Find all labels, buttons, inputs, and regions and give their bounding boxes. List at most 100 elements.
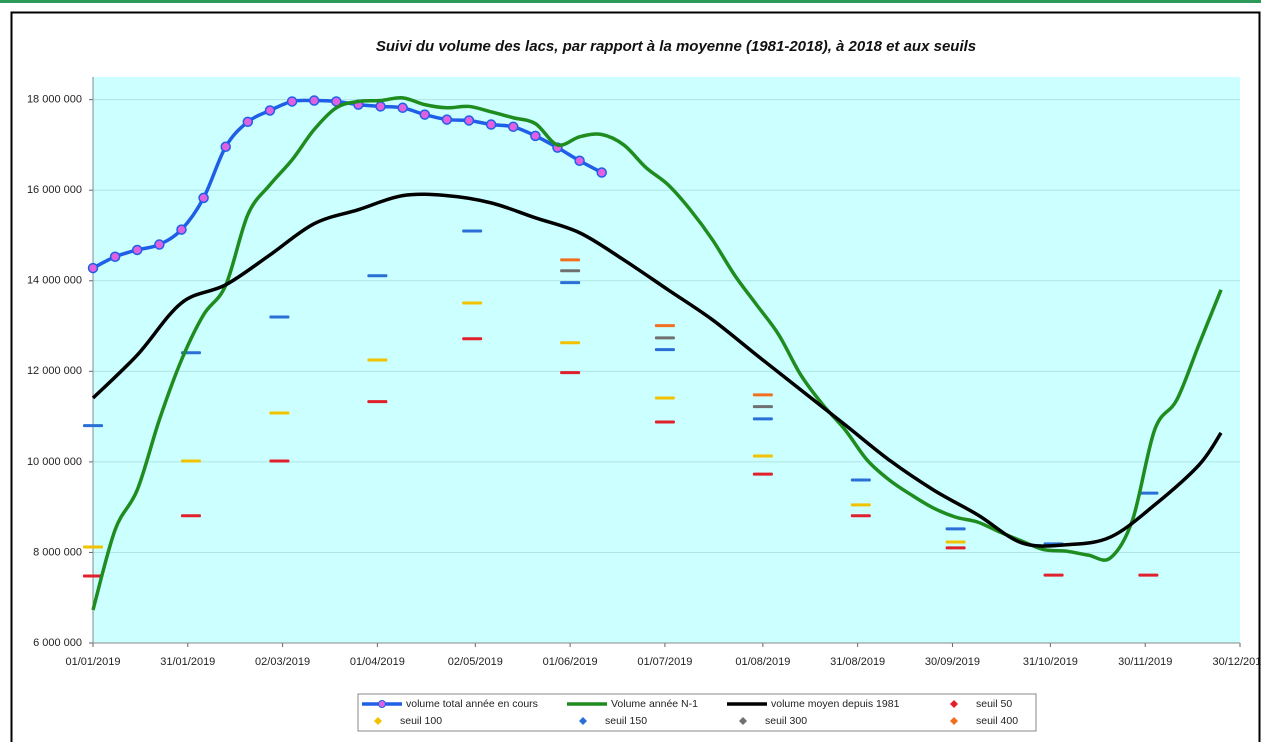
x-tick-label: 30/11/2019 bbox=[1118, 656, 1172, 668]
threshold-marker bbox=[560, 281, 581, 285]
threshold-marker bbox=[367, 274, 388, 278]
threshold-marker bbox=[367, 358, 388, 362]
x-tick-label: 02/05/2019 bbox=[448, 656, 503, 668]
threshold-marker bbox=[269, 315, 290, 319]
top-border bbox=[0, 0, 1261, 3]
threshold-marker bbox=[1138, 573, 1159, 577]
point bbox=[596, 167, 607, 178]
point bbox=[308, 95, 320, 106]
threshold-marker bbox=[269, 411, 290, 415]
legend bbox=[357, 693, 1037, 732]
threshold-marker bbox=[83, 545, 103, 549]
threshold-marker bbox=[654, 348, 675, 352]
threshold-marker bbox=[83, 574, 103, 578]
legend-label: seuil 400 bbox=[976, 715, 1018, 727]
threshold-marker bbox=[850, 503, 871, 507]
point bbox=[154, 239, 165, 250]
legend-marker bbox=[950, 717, 958, 725]
threshold-marker bbox=[752, 454, 773, 458]
threshold-marker bbox=[180, 459, 201, 463]
x-tick-label: 31/10/2019 bbox=[1023, 656, 1078, 668]
threshold-marker bbox=[560, 371, 581, 375]
point bbox=[220, 141, 231, 152]
point bbox=[242, 116, 254, 128]
threshold-marker bbox=[850, 478, 871, 482]
legend-label: seuil 300 bbox=[765, 715, 807, 727]
point bbox=[286, 96, 298, 107]
threshold-marker bbox=[654, 396, 675, 400]
threshold-marker bbox=[654, 420, 675, 424]
point bbox=[87, 262, 99, 274]
point bbox=[574, 155, 585, 167]
point bbox=[131, 244, 143, 256]
threshold-marker bbox=[945, 540, 966, 544]
threshold-marker bbox=[850, 514, 871, 518]
threshold-marker bbox=[462, 301, 483, 305]
threshold-marker bbox=[1043, 573, 1064, 577]
point bbox=[109, 251, 121, 263]
threshold-marker bbox=[752, 417, 773, 421]
legend-label: Volume année N-1 bbox=[611, 698, 698, 710]
x-tick-label: 01/08/2019 bbox=[735, 656, 790, 668]
threshold-marker bbox=[560, 258, 581, 262]
point bbox=[397, 102, 408, 114]
threshold-marker bbox=[752, 472, 773, 476]
threshold-marker bbox=[945, 527, 966, 531]
y-tick-label: 18 000 000 bbox=[27, 94, 82, 106]
point bbox=[176, 224, 187, 235]
threshold-marker bbox=[654, 336, 675, 340]
legend-label: volume total année en cours bbox=[406, 698, 538, 710]
y-tick-label: 10 000 000 bbox=[27, 456, 82, 468]
point bbox=[463, 115, 475, 126]
chart-title: Suivi du volume des lacs, par rapport à … bbox=[376, 38, 976, 55]
point bbox=[485, 119, 497, 130]
legend-label: seuil 50 bbox=[976, 698, 1012, 710]
x-tick-label: 01/01/2019 bbox=[65, 656, 120, 668]
point bbox=[530, 130, 541, 142]
y-tick-label: 8 000 000 bbox=[33, 546, 82, 558]
threshold-marker bbox=[83, 424, 103, 428]
threshold-marker bbox=[654, 324, 675, 328]
point bbox=[508, 121, 519, 133]
series-line bbox=[91, 192, 1223, 548]
threshold-marker bbox=[462, 229, 483, 233]
chart-frame bbox=[10, 11, 1261, 742]
x-tick-label: 02/03/2019 bbox=[255, 656, 310, 668]
threshold-marker bbox=[269, 459, 290, 463]
point bbox=[198, 192, 209, 204]
x-tick-label: 01/06/2019 bbox=[543, 656, 598, 668]
threshold-marker bbox=[180, 514, 201, 518]
x-tick-label: 31/08/2019 bbox=[830, 656, 885, 668]
legend-dot bbox=[378, 700, 386, 708]
point bbox=[419, 109, 431, 120]
y-tick-label: 12 000 000 bbox=[27, 365, 82, 377]
legend-label: seuil 100 bbox=[400, 715, 442, 727]
threshold-marker bbox=[1138, 491, 1159, 495]
legend-marker bbox=[950, 700, 958, 708]
plot-area bbox=[93, 77, 1240, 643]
y-tick-label: 6 000 000 bbox=[33, 637, 82, 649]
x-tick-label: 01/04/2019 bbox=[350, 656, 405, 668]
legend-marker bbox=[739, 717, 747, 725]
threshold-marker bbox=[752, 405, 773, 409]
point bbox=[264, 105, 276, 116]
x-tick-label: 30/09/2019 bbox=[925, 656, 980, 668]
legend-label: seuil 150 bbox=[605, 715, 647, 727]
y-tick-label: 14 000 000 bbox=[27, 275, 82, 287]
point bbox=[375, 101, 386, 112]
threshold-marker bbox=[367, 400, 388, 404]
threshold-marker bbox=[752, 393, 773, 397]
x-tick-label: 30/12/2019 bbox=[1212, 656, 1261, 668]
legend-label: volume moyen depuis 1981 bbox=[771, 698, 900, 710]
x-tick-label: 01/07/2019 bbox=[637, 656, 692, 668]
y-tick-label: 16 000 000 bbox=[27, 184, 82, 196]
legend-marker bbox=[579, 717, 587, 725]
legend-marker bbox=[374, 717, 382, 725]
point bbox=[441, 114, 453, 125]
threshold-marker bbox=[560, 269, 581, 273]
x-tick-label: 31/01/2019 bbox=[160, 656, 215, 668]
threshold-marker bbox=[945, 546, 966, 550]
threshold-marker bbox=[560, 341, 581, 345]
